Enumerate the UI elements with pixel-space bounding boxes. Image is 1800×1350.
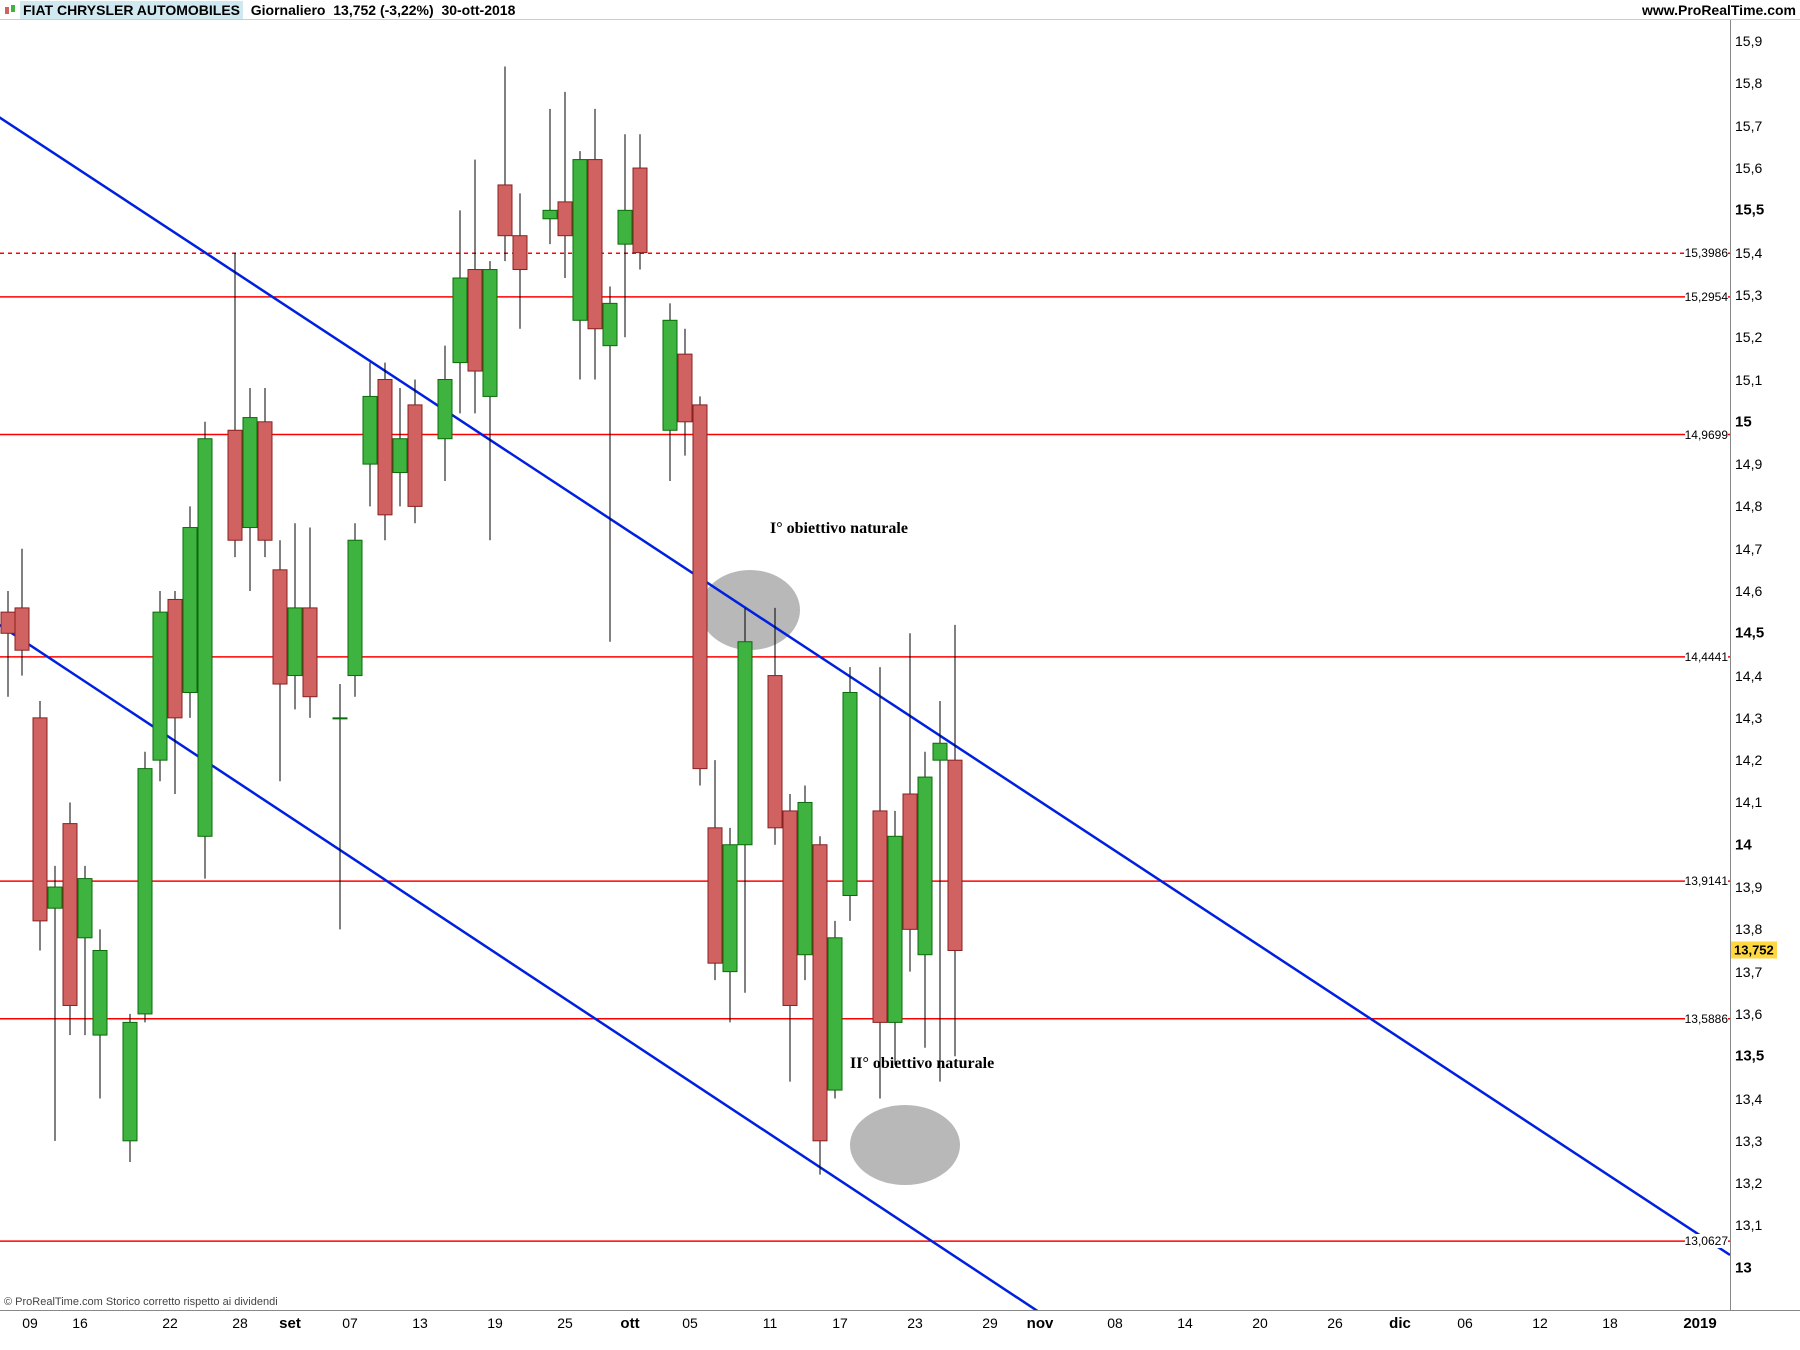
price-level-label: 13,5886 (1685, 1012, 1728, 1026)
x-tick-label: 2019 (1683, 1315, 1716, 1332)
x-tick-label: 23 (907, 1315, 923, 1331)
y-tick-label: 14,8 (1735, 498, 1762, 514)
x-tick-label: 13 (412, 1315, 428, 1331)
x-tick-label: 17 (832, 1315, 848, 1331)
x-tick-label: 05 (682, 1315, 698, 1331)
x-axis: 09 16 22 28 set 07 13 19 25 ott 05 11 17 23 29 nov 08 14 2… (0, 1310, 1800, 1350)
price-level-label: 14,9699 (1685, 428, 1728, 442)
x-tick-label: 29 (982, 1315, 998, 1331)
y-tick-label: 13,1 (1735, 1217, 1762, 1233)
x-tick-label: 19 (487, 1315, 503, 1331)
y-tick-label: 15,6 (1735, 160, 1762, 176)
x-tick-label: set (279, 1315, 301, 1332)
price-level-label: 13,9141 (1685, 874, 1728, 888)
copyright-footer: © ProRealTime.com Storico corretto rispe… (4, 1296, 278, 1308)
chart-plot-area[interactable] (0, 20, 1730, 1310)
y-tick-label: 14,1 (1735, 794, 1762, 810)
x-tick-label: 28 (232, 1315, 248, 1331)
y-axis: 15,9 15,8 15,7 15,6 15,5 15,4 15,3 15,2 15,1 15 14… (1730, 20, 1800, 1310)
watermark: www.ProRealTime.com (1642, 2, 1796, 18)
chart-header: FIAT CHRYSLER AUTOMOBILES Giornaliero 13… (0, 0, 1800, 20)
price-level-label: 15,3986 (1685, 246, 1728, 260)
x-tick-label: 18 (1602, 1315, 1618, 1331)
x-tick-label: 14 (1177, 1315, 1193, 1331)
y-tick-label: 15,1 (1735, 372, 1762, 388)
x-tick-label: 09 (22, 1315, 38, 1331)
x-tick-label: 20 (1252, 1315, 1268, 1331)
y-tick-label: 14,7 (1735, 541, 1762, 557)
y-tick-label: 14,4 (1735, 668, 1762, 684)
x-tick-label: 16 (72, 1315, 88, 1331)
x-tick-label: nov (1027, 1315, 1054, 1332)
y-tick-label: 14,3 (1735, 710, 1762, 726)
chart-canvas (0, 20, 1730, 1310)
symbol-name: FIAT CHRYSLER AUTOMOBILES (23, 2, 240, 18)
y-tick-label: 15,2 (1735, 329, 1762, 345)
y-tick-label: 13,4 (1735, 1091, 1762, 1107)
y-tick-label: 15,5 (1735, 202, 1764, 219)
price-value: 13,752 (333, 2, 376, 18)
y-tick-label: 15 (1735, 413, 1752, 430)
y-tick-label: 13 (1735, 1259, 1752, 1276)
y-tick-label: 14,2 (1735, 752, 1762, 768)
y-tick-label: 13,7 (1735, 964, 1762, 980)
y-tick-label: 14,9 (1735, 456, 1762, 472)
x-tick-label: 11 (763, 1315, 778, 1331)
price-level-label: 15,2954 (1685, 290, 1728, 304)
y-tick-label: 13,9 (1735, 879, 1762, 895)
price-level-label: 13,0627 (1685, 1234, 1728, 1248)
x-tick-label: 26 (1327, 1315, 1343, 1331)
y-tick-label: 13,3 (1735, 1133, 1762, 1149)
y-tick-label: 13,2 (1735, 1175, 1762, 1191)
x-tick-label: 08 (1107, 1315, 1123, 1331)
x-tick-label: 06 (1457, 1315, 1473, 1331)
candle-icon (4, 4, 16, 16)
x-tick-label: 12 (1532, 1315, 1548, 1331)
y-tick-label: 15,7 (1735, 118, 1762, 134)
y-tick-label: 15,3 (1735, 287, 1762, 303)
y-tick-label: 13,8 (1735, 921, 1762, 937)
y-tick-label: 14 (1735, 836, 1752, 853)
y-tick-label: 13,5 (1735, 1048, 1764, 1065)
date-label: 30-ott-2018 (441, 2, 515, 18)
y-tick-label: 14,6 (1735, 583, 1762, 599)
chart-annotation-text: II° obiettivo naturale (850, 1055, 994, 1073)
current-price-marker: 13,752 (1731, 941, 1777, 958)
chart-annotation-text: I° obiettivo naturale (770, 520, 908, 538)
x-tick-label: ott (620, 1315, 639, 1332)
y-tick-label: 15,4 (1735, 245, 1762, 261)
x-tick-label: 07 (342, 1315, 358, 1331)
x-tick-label: 22 (162, 1315, 178, 1331)
timeframe-label: Giornaliero (251, 2, 326, 18)
x-tick-label: 25 (557, 1315, 573, 1331)
price-level-label: 14,4441 (1685, 650, 1728, 664)
y-tick-label: 13,6 (1735, 1006, 1762, 1022)
x-tick-label: dic (1389, 1315, 1411, 1332)
y-tick-label: 14,5 (1735, 625, 1764, 642)
price-change: (-3,22%) (380, 2, 434, 18)
y-tick-label: 15,9 (1735, 33, 1762, 49)
y-tick-label: 15,8 (1735, 75, 1762, 91)
